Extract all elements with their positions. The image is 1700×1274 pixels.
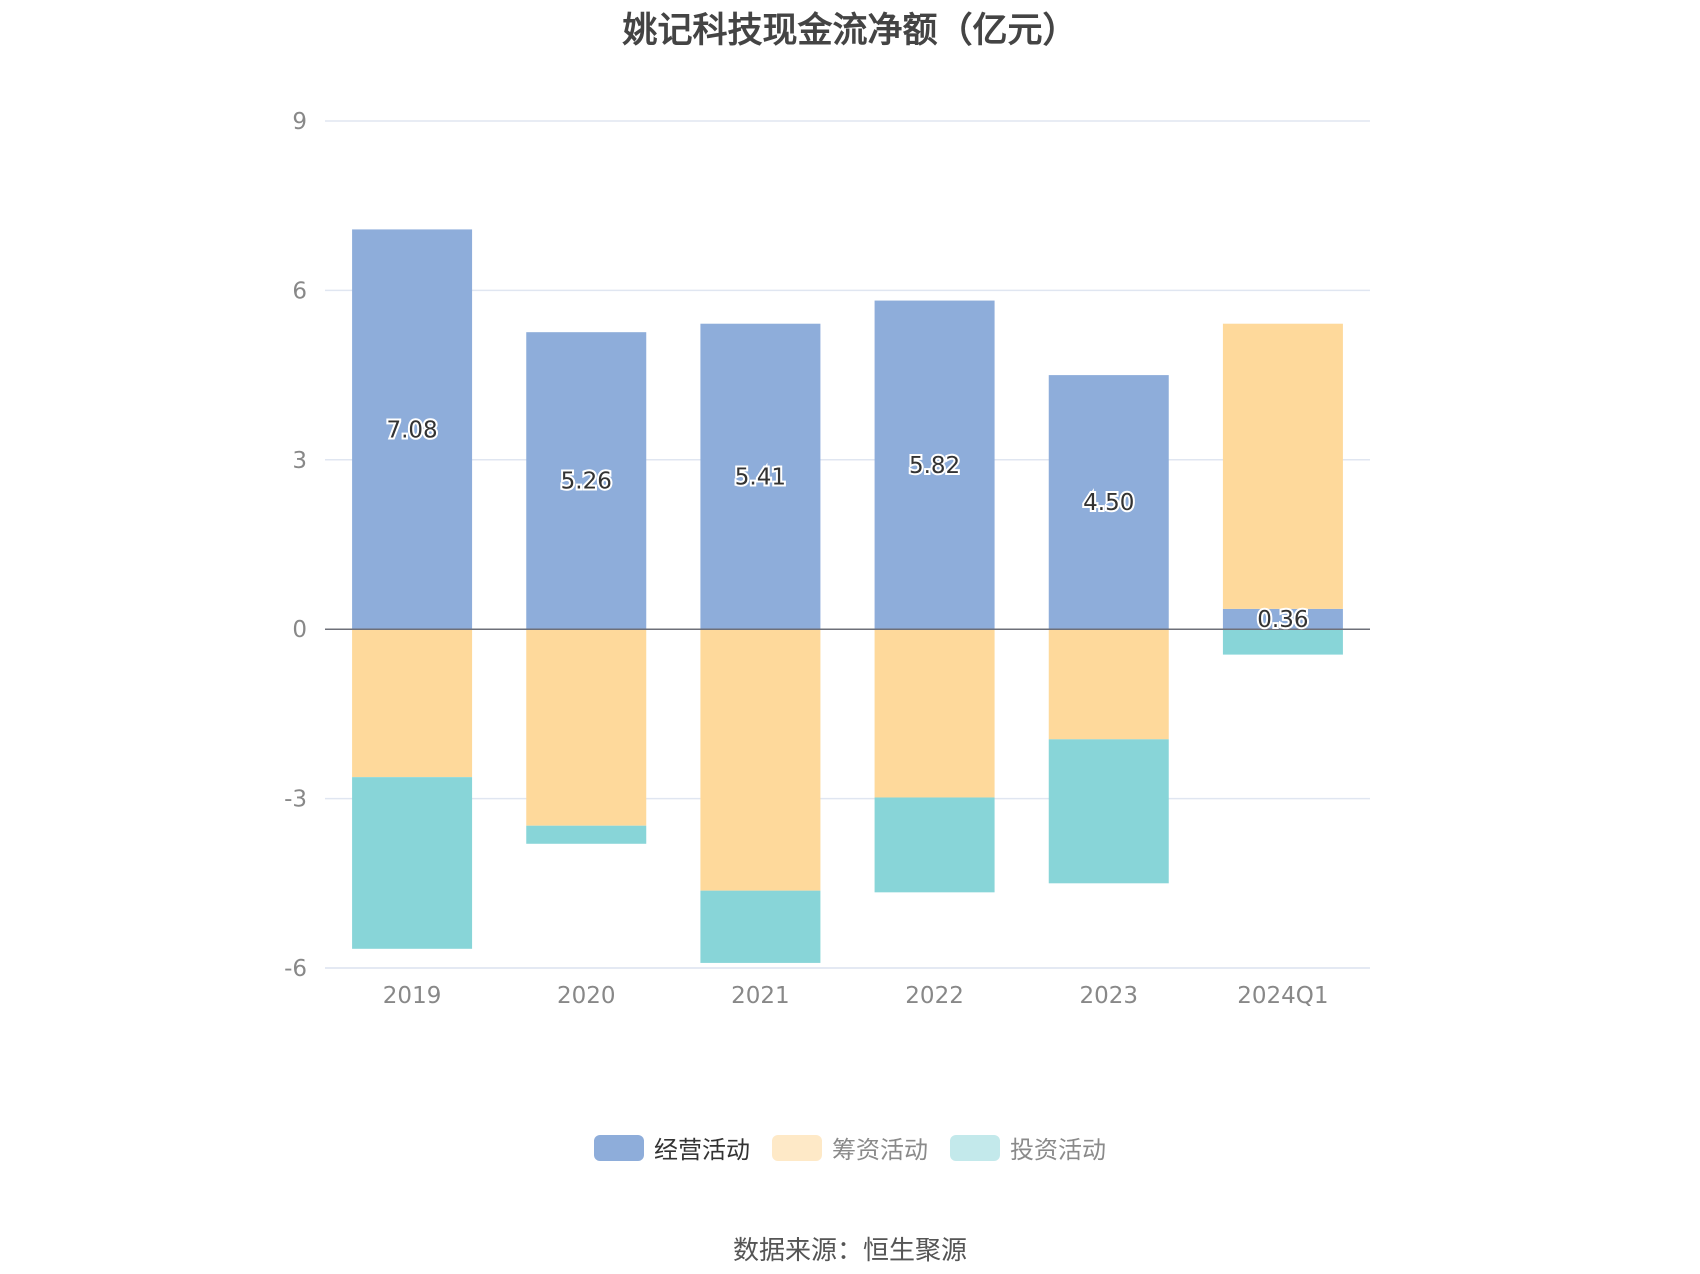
axis-layer: 9 6 3 0 -3 -6 2019 2020 2021 2022 2023 2024Q1	[284, 109, 1370, 1009]
bar-operating	[526, 332, 647, 630]
label-layer: 7.08 5.26 5.41 5.82 4.50 0.36	[384, 415, 1310, 635]
legend-item-investing[interactable]: 投资活动	[950, 1130, 1106, 1165]
y-tick-label: 6	[292, 278, 307, 304]
legend-item-financing[interactable]: 筹资活动	[772, 1130, 928, 1165]
legend-swatch-operating	[594, 1134, 644, 1161]
bar-layer	[352, 229, 1343, 963]
data-label-operating: 4.50	[1083, 490, 1134, 516]
y-tick-label: -3	[284, 787, 307, 813]
legend-item-operating[interactable]: 经营活动	[594, 1130, 750, 1165]
data-label-operating: 0.36	[1257, 607, 1308, 633]
bar-operating	[1222, 608, 1343, 630]
bar-financing	[526, 629, 647, 826]
x-tick-label: 2021	[731, 983, 790, 1009]
bar-financing	[1222, 323, 1343, 609]
data-label-operating: 5.26	[561, 469, 612, 495]
bar-financing	[700, 629, 821, 891]
bar-investing	[1048, 739, 1169, 884]
bar-investing	[874, 797, 995, 893]
y-tick-label: 3	[292, 448, 307, 474]
bar-operating	[700, 323, 821, 630]
bar-investing	[526, 825, 647, 844]
legend-swatch-investing	[950, 1134, 1000, 1161]
legend-swatch-financing	[772, 1134, 822, 1161]
chart-title: 姚记科技现金流净额（亿元）	[622, 11, 1078, 51]
legend-label-investing: 投资活动	[1010, 1136, 1106, 1164]
data-label-operating: 5.82	[909, 453, 960, 479]
legend: 经营活动 筹资活动 投资活动	[0, 1130, 1700, 1165]
x-tick-label: 2020	[557, 983, 616, 1009]
x-tick-label: 2023	[1079, 983, 1138, 1009]
y-tick-label: 9	[292, 109, 307, 135]
y-tick-label: -6	[284, 956, 307, 982]
bar-financing	[1048, 629, 1169, 740]
bar-financing	[352, 629, 473, 778]
source-note: 数据来源：恒生聚源	[732, 1236, 967, 1266]
data-label-operating: 7.08	[386, 417, 437, 443]
y-tick-label: 0	[292, 617, 307, 643]
bar-operating	[1048, 375, 1169, 630]
legend-label-operating: 经营活动	[654, 1136, 750, 1164]
grid-layer	[325, 120, 1370, 969]
bar-operating	[352, 229, 473, 630]
bar-investing	[352, 777, 473, 949]
legend-label-financing: 筹资活动	[832, 1136, 928, 1164]
bar-financing	[874, 629, 995, 798]
x-tick-label: 2024Q1	[1237, 983, 1328, 1009]
x-tick-label: 2019	[383, 983, 442, 1009]
bar-investing	[1222, 629, 1343, 655]
data-label-operating: 5.41	[735, 464, 786, 490]
bar-investing	[700, 890, 821, 963]
x-tick-label: 2022	[905, 983, 964, 1009]
bar-operating	[874, 300, 995, 630]
